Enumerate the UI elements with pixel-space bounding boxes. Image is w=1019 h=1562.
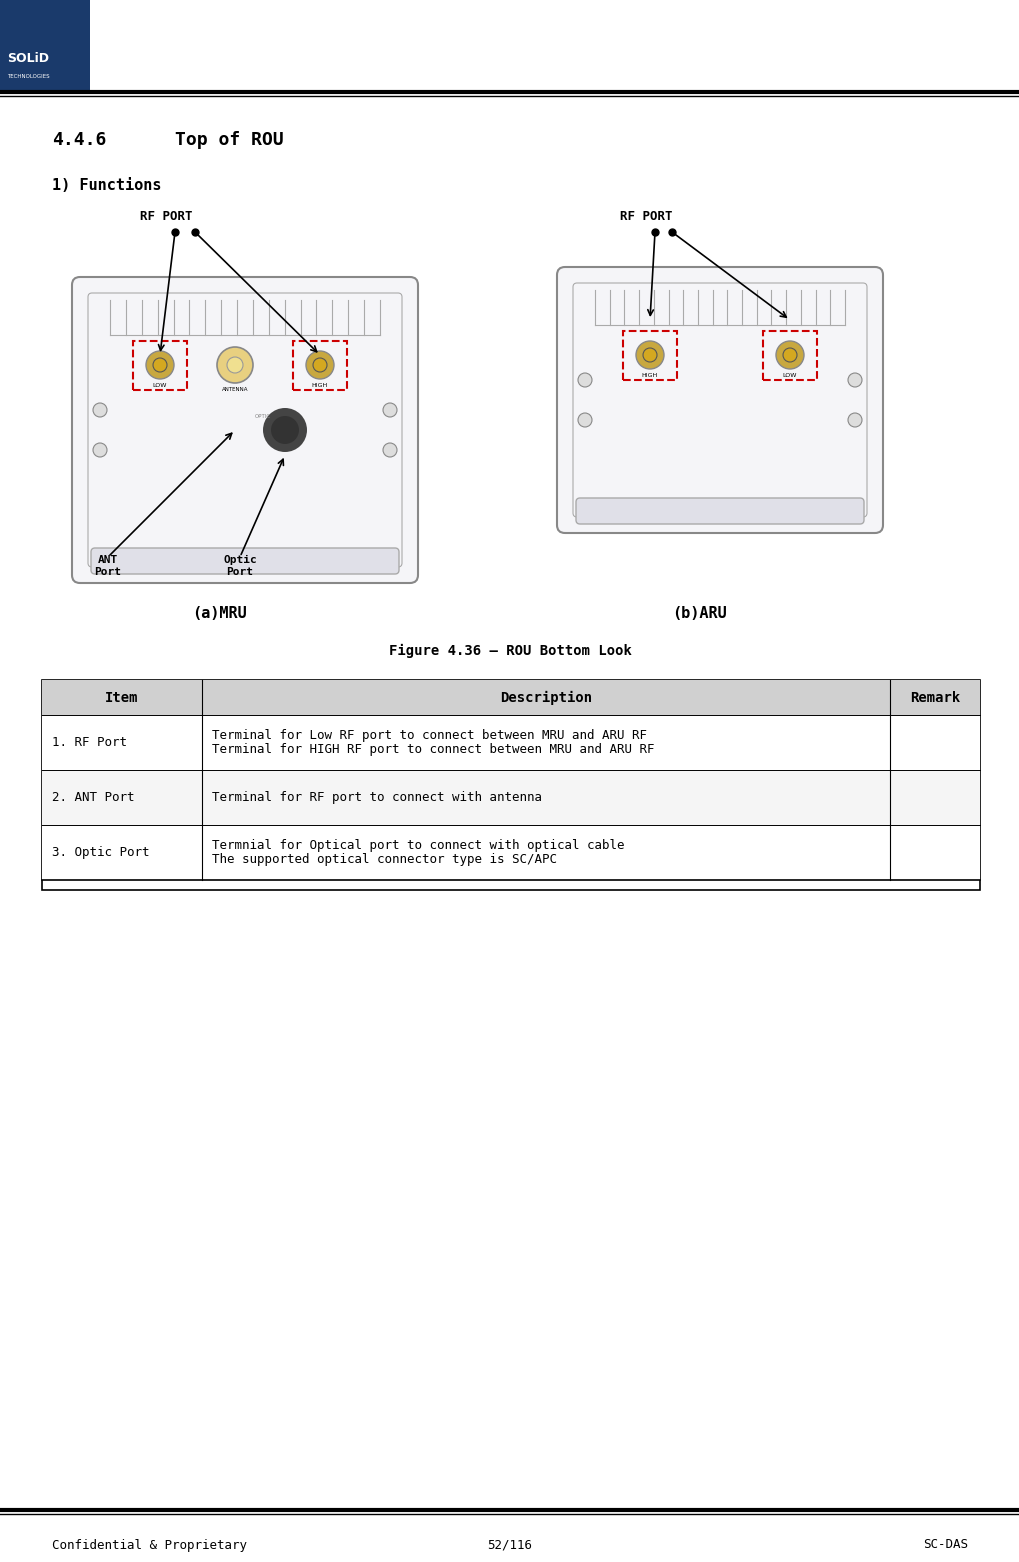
Circle shape	[847, 412, 861, 426]
Text: (a)MRU: (a)MRU	[193, 606, 248, 622]
Text: LOW: LOW	[153, 383, 167, 387]
Text: Terminal for RF port to connect with antenna: Terminal for RF port to connect with ant…	[212, 790, 541, 804]
Circle shape	[382, 403, 396, 417]
Bar	[42, 770, 979, 825]
Bar	[0, 0, 90, 91]
Text: RF PORT: RF PORT	[620, 209, 672, 223]
Text: Optic
Port: Optic Port	[223, 556, 257, 576]
Text: RF PORT: RF PORT	[140, 209, 193, 223]
Text: (b)ARU: (b)ARU	[672, 606, 727, 622]
Bar	[42, 679, 979, 715]
Text: Terminal for Low RF port to connect between MRU and ARU RF: Terminal for Low RF port to connect betw…	[212, 729, 646, 742]
Text: Item: Item	[105, 690, 139, 704]
Circle shape	[847, 373, 861, 387]
FancyBboxPatch shape	[91, 548, 398, 573]
Text: 1. RF Port: 1. RF Port	[52, 736, 127, 750]
Text: Confidential & Proprietary: Confidential & Proprietary	[52, 1539, 247, 1551]
Text: ANTENNA: ANTENNA	[221, 387, 248, 392]
Circle shape	[578, 373, 591, 387]
Circle shape	[636, 341, 663, 369]
Bar	[42, 825, 979, 879]
Circle shape	[578, 412, 591, 426]
Text: 1) Functions: 1) Functions	[52, 178, 161, 194]
Circle shape	[306, 351, 333, 380]
Text: Terminal for HIGH RF port to connect between MRU and ARU RF: Terminal for HIGH RF port to connect bet…	[212, 742, 654, 756]
Text: HIGH: HIGH	[312, 383, 328, 387]
FancyBboxPatch shape	[576, 498, 863, 523]
Text: ANT
Port: ANT Port	[95, 556, 121, 576]
Circle shape	[227, 358, 243, 373]
Text: SOLiD: SOLiD	[7, 52, 49, 66]
Text: Description: Description	[499, 690, 591, 704]
Circle shape	[783, 348, 796, 362]
Text: Remark: Remark	[909, 690, 959, 704]
Circle shape	[642, 348, 656, 362]
Text: 52/116: 52/116	[487, 1539, 532, 1551]
Text: OPTIC: OPTIC	[255, 414, 271, 419]
Text: Top of ROU: Top of ROU	[175, 131, 283, 148]
Circle shape	[263, 408, 307, 451]
Text: LOW: LOW	[782, 373, 797, 378]
Circle shape	[217, 347, 253, 383]
Text: HIGH: HIGH	[641, 373, 657, 378]
Circle shape	[313, 358, 327, 372]
Circle shape	[382, 444, 396, 458]
Circle shape	[93, 444, 107, 458]
Text: Figure 4.36 – ROU Bottom Look: Figure 4.36 – ROU Bottom Look	[388, 644, 631, 658]
Text: TECHNOLOGIES: TECHNOLOGIES	[7, 73, 50, 80]
Circle shape	[146, 351, 174, 380]
FancyBboxPatch shape	[72, 276, 418, 583]
Text: 3. Optic Port: 3. Optic Port	[52, 847, 150, 859]
Text: 4.4.6: 4.4.6	[52, 131, 106, 148]
Circle shape	[93, 403, 107, 417]
FancyBboxPatch shape	[556, 267, 882, 533]
Text: SC-DAS: SC-DAS	[922, 1539, 967, 1551]
Text: Termnial for Optical port to connect with optical cable: Termnial for Optical port to connect wit…	[212, 839, 624, 853]
Circle shape	[271, 415, 299, 444]
Bar	[42, 715, 979, 770]
Circle shape	[153, 358, 167, 372]
Text: The supported optical connector type is SC/APC: The supported optical connector type is …	[212, 853, 556, 865]
Circle shape	[775, 341, 803, 369]
Text: 2. ANT Port: 2. ANT Port	[52, 790, 135, 804]
Bar	[42, 679, 979, 890]
